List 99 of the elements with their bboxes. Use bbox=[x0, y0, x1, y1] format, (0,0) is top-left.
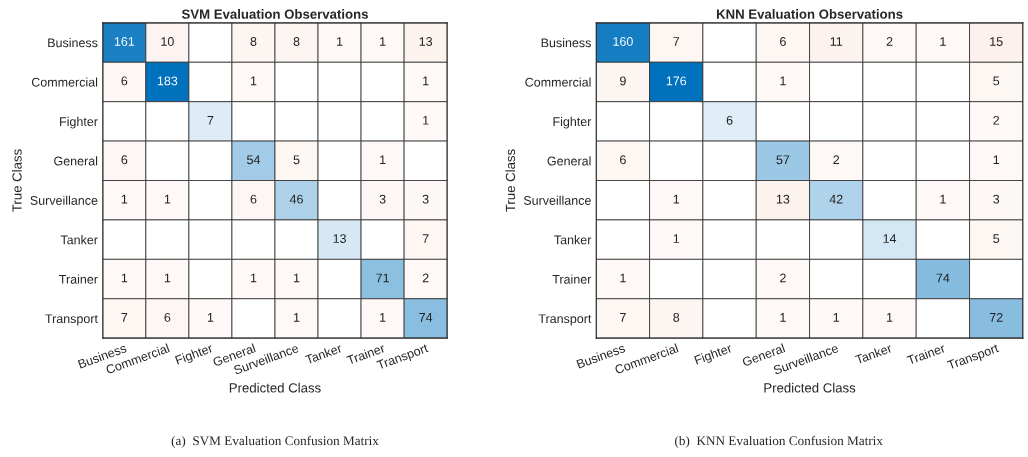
data-label: 6 bbox=[121, 76, 128, 86]
data-label: 46 bbox=[289, 194, 303, 204]
text: (b) KNN Evaluation Confusion Matrix bbox=[675, 435, 883, 448]
data-label: 54 bbox=[247, 155, 261, 165]
data-label: 1 bbox=[940, 194, 946, 204]
y-tick-label: Surveillance bbox=[523, 195, 591, 205]
data-label: 1 bbox=[780, 313, 786, 322]
data-label: 1 bbox=[620, 273, 626, 283]
data-label: 1 bbox=[250, 273, 257, 283]
data-label: 7 bbox=[620, 313, 626, 322]
data-label: 9 bbox=[620, 76, 626, 86]
y-axis-title: True Class bbox=[505, 149, 516, 212]
data-label: 1 bbox=[887, 313, 893, 322]
y-axis-title: True Class bbox=[12, 149, 22, 212]
data-label: 6 bbox=[620, 155, 626, 165]
data-label: 1 bbox=[380, 313, 386, 322]
data-label: 2 bbox=[422, 273, 429, 283]
data-label: 1 bbox=[673, 194, 680, 204]
data-label: 74 bbox=[419, 313, 433, 322]
data-label: 72 bbox=[989, 312, 1003, 322]
data-label: 7 bbox=[207, 116, 214, 125]
data-label: 13 bbox=[333, 234, 346, 243]
y-tick-label: Fighter bbox=[553, 116, 592, 129]
x-tick-label: Trainer bbox=[906, 343, 946, 365]
data-label: 1 bbox=[164, 273, 171, 283]
data-label: 1 bbox=[780, 76, 786, 86]
data-label: 11 bbox=[830, 37, 843, 46]
data-label: 6 bbox=[121, 155, 128, 165]
data-label: 2 bbox=[780, 273, 786, 283]
data-label: 1 bbox=[423, 116, 429, 125]
data-label: 6 bbox=[780, 37, 786, 46]
data-label: 14 bbox=[883, 234, 897, 243]
x-axis-title: Predicted Class bbox=[229, 382, 321, 393]
data-label: 1 bbox=[207, 313, 214, 322]
data-label: 5 bbox=[993, 234, 1000, 243]
data-label: 1 bbox=[293, 273, 300, 283]
data-label: 1 bbox=[423, 76, 429, 86]
y-tick-label: Business bbox=[48, 38, 98, 48]
x-axis-title: Predicted Class bbox=[764, 382, 856, 393]
data-label: 42 bbox=[829, 194, 843, 204]
data-label: 8 bbox=[673, 312, 680, 322]
text: (a) SVM Evaluation Confusion Matrix bbox=[171, 435, 379, 448]
data-label: 1 bbox=[293, 313, 300, 322]
data-label: 15 bbox=[990, 37, 1003, 46]
data-label: 1 bbox=[940, 37, 946, 46]
data-label: 1 bbox=[121, 273, 128, 283]
data-label: 1 bbox=[993, 155, 1000, 165]
y-tick-label: Commercial bbox=[525, 77, 591, 87]
data-label: 183 bbox=[157, 76, 178, 86]
x-tick-label: Fighter bbox=[693, 343, 734, 367]
y-tick-label: Trainer bbox=[59, 274, 98, 284]
data-label: 1 bbox=[380, 155, 386, 165]
chart-title: SVM Evaluation Observations bbox=[181, 9, 368, 19]
data-label: 13 bbox=[419, 37, 433, 46]
y-tick-label: Tanker bbox=[554, 235, 592, 245]
y-tick-label: Transport bbox=[538, 314, 592, 326]
data-label: 10 bbox=[161, 37, 174, 46]
data-label: 1 bbox=[337, 37, 343, 46]
data-label: 71 bbox=[376, 273, 389, 283]
x-tick-label: Tanker bbox=[304, 343, 343, 365]
data-label: 160 bbox=[613, 37, 633, 46]
y-tick-label: Fighter bbox=[60, 116, 98, 129]
data-label: 1 bbox=[250, 76, 257, 86]
data-label: 2 bbox=[833, 155, 840, 165]
data-label: 8 bbox=[250, 37, 257, 46]
data-label: 57 bbox=[776, 155, 790, 165]
data-label: 3 bbox=[422, 194, 429, 204]
data-label: 13 bbox=[776, 194, 790, 204]
data-label: 5 bbox=[993, 76, 1000, 86]
data-label: 5 bbox=[293, 155, 300, 165]
y-tick-label: Commercial bbox=[31, 77, 98, 87]
data-label: 6 bbox=[726, 115, 733, 125]
chart-title: KNN Evaluation Observations bbox=[716, 9, 903, 19]
data-label: 8 bbox=[293, 37, 300, 46]
data-label: 6 bbox=[250, 194, 257, 204]
y-tick-label: General bbox=[547, 156, 591, 166]
y-tick-label: Surveillance bbox=[30, 195, 98, 205]
x-tick-label: Tanker bbox=[854, 343, 893, 365]
data-label: 7 bbox=[422, 234, 429, 243]
data-label: 1 bbox=[673, 234, 680, 243]
data-label: 2 bbox=[993, 115, 1000, 125]
data-label: 3 bbox=[379, 194, 386, 204]
y-tick-label: General bbox=[54, 156, 98, 166]
y-tick-label: Business bbox=[541, 38, 591, 48]
data-label: 7 bbox=[121, 313, 128, 322]
data-label: 176 bbox=[666, 76, 687, 86]
y-tick-label: Transport bbox=[45, 314, 98, 326]
data-label: 7 bbox=[673, 37, 680, 46]
data-label: 1 bbox=[380, 37, 386, 46]
data-label: 6 bbox=[164, 312, 171, 322]
data-label: 1 bbox=[164, 194, 171, 204]
data-label: 74 bbox=[936, 273, 950, 283]
data-label: 3 bbox=[993, 194, 1000, 204]
data-label: 2 bbox=[886, 37, 893, 46]
data-label: 1 bbox=[121, 194, 128, 204]
y-tick-label: Tanker bbox=[60, 235, 98, 245]
data-label: 1 bbox=[833, 313, 840, 322]
data-label: 161 bbox=[114, 37, 135, 46]
y-tick-label: Trainer bbox=[552, 274, 592, 284]
